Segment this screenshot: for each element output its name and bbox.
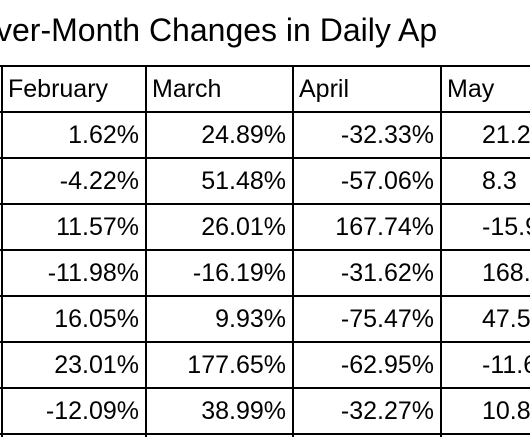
table-cell: 177.65% (187, 351, 286, 379)
table-cell: 47.5 (482, 305, 530, 333)
row-border (0, 157, 530, 159)
row-border (0, 203, 530, 205)
row-border (0, 295, 530, 297)
column-header: March (152, 75, 222, 103)
table-cell: 10.8 (482, 397, 530, 425)
column-header: February (8, 75, 109, 103)
table-cell: -12.09% (45, 397, 139, 425)
column-border (292, 65, 294, 437)
table-cell: -62.95% (340, 351, 434, 379)
row-border (0, 111, 530, 113)
row-border (0, 65, 530, 67)
row-border (0, 433, 530, 435)
table-cell: 168.0 (482, 259, 530, 287)
table-cell: 23.01% (54, 351, 139, 379)
table-cell: -16.19% (192, 259, 286, 287)
table-cell: 24.89% (201, 121, 286, 149)
table-cell: 51.48% (201, 167, 286, 195)
column-border (145, 65, 147, 437)
table-cell: 16.05% (54, 305, 139, 333)
table-cell: -32.27% (340, 397, 434, 425)
table-cell: 167.74% (335, 213, 434, 241)
table-cell: -11.98% (47, 259, 139, 287)
table-cell: -57.06% (340, 167, 434, 195)
table-cell: -11.6 (482, 351, 530, 379)
row-border (0, 249, 530, 251)
column-header: April (299, 75, 350, 103)
table-cell: 26.01% (201, 213, 286, 241)
column-border (440, 65, 442, 437)
row-border (0, 387, 530, 389)
table-cell: 9.93% (215, 305, 286, 333)
table-cell: 38.99% (201, 397, 286, 425)
table-cell: -4.22% (59, 167, 139, 195)
title: ver-Month Changes in Daily Ap (0, 12, 438, 48)
table-cell: 1.62% (68, 121, 139, 149)
row-border (0, 341, 530, 343)
table-cell: 8.3 (482, 167, 517, 195)
column-header: May (447, 75, 495, 103)
table-cell: -15.9 (482, 213, 530, 241)
table-cell: -31.62% (340, 259, 434, 287)
column-border (1, 65, 3, 437)
table-cell: -32.33% (340, 121, 434, 149)
table-cell: 11.57% (56, 213, 139, 241)
table-cell: -75.47% (340, 305, 434, 333)
table-cell: 21.2 (482, 121, 530, 149)
